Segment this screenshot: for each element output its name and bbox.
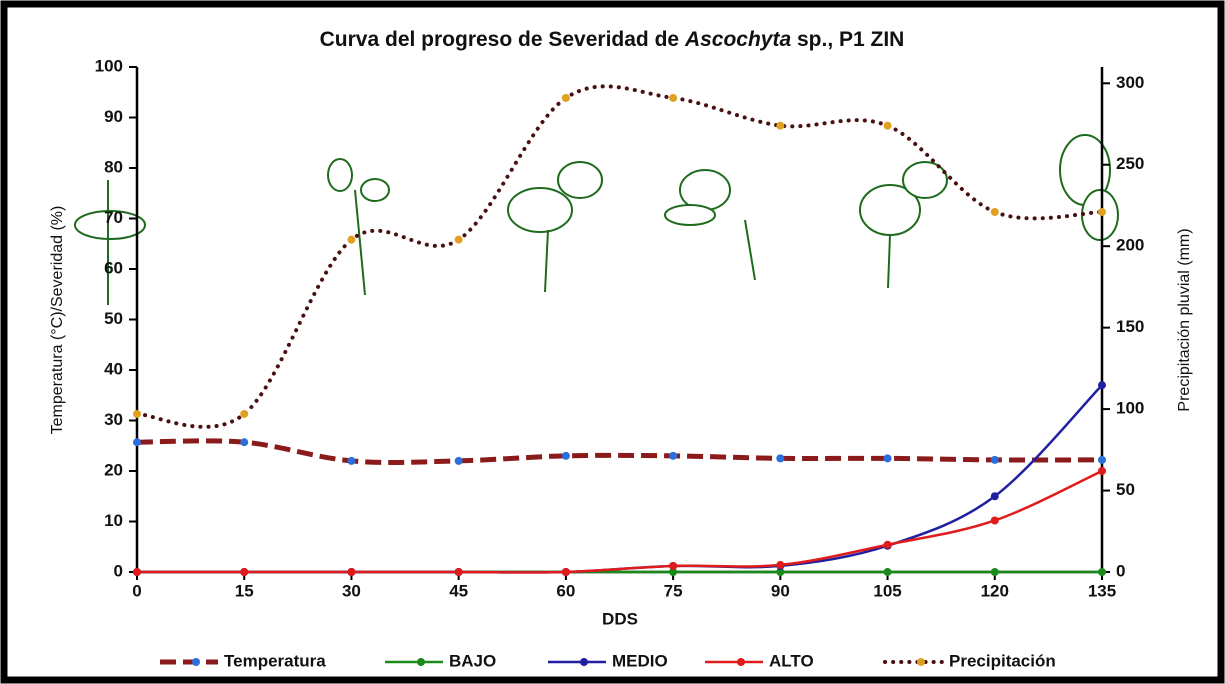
data-point xyxy=(1098,207,1106,216)
data-point xyxy=(990,207,999,216)
legend-label: Temperatura xyxy=(224,651,326,670)
chart-title: Curva del progreso de Severidad de Ascoc… xyxy=(320,28,905,51)
x-tick-label: 0 xyxy=(132,581,141,600)
title-italic: Ascochyta xyxy=(684,28,792,51)
data-point xyxy=(454,568,463,576)
x-tick-label: 75 xyxy=(664,581,683,600)
data-point xyxy=(454,456,463,465)
y-tick-label: 70 xyxy=(104,208,123,227)
y-tick-label: 60 xyxy=(104,258,123,277)
title-part: Curva del progreso de Severidad de xyxy=(320,28,685,51)
data-point xyxy=(776,454,785,463)
x-tick-label: 90 xyxy=(771,581,790,600)
data-point xyxy=(883,454,892,463)
x-tick-label: 105 xyxy=(873,581,901,600)
legend-marker xyxy=(192,658,200,666)
data-point xyxy=(1098,455,1106,464)
data-point xyxy=(990,568,999,576)
data-point xyxy=(669,561,678,570)
y-tick-label: 90 xyxy=(104,107,123,126)
y-tick-label: 20 xyxy=(104,460,123,479)
x-tick-label: 30 xyxy=(342,581,361,600)
series-line xyxy=(135,84,1104,429)
y-tick-label: 30 xyxy=(104,410,123,429)
data-point xyxy=(561,568,570,576)
y2-tick-label: 250 xyxy=(1116,154,1144,173)
y-tick-label: 10 xyxy=(104,511,123,530)
legend-marker xyxy=(580,658,588,666)
y2-tick-label: 0 xyxy=(1116,561,1125,580)
data-point xyxy=(347,456,356,465)
legend-marker xyxy=(737,658,745,666)
legend-label: Precipitación xyxy=(949,651,1056,670)
y-tick-label: 50 xyxy=(104,309,123,328)
y-tick-label: 100 xyxy=(95,56,123,75)
data-point xyxy=(240,438,249,447)
y2-tick-label: 300 xyxy=(1116,73,1144,92)
data-point xyxy=(133,409,141,418)
y-tick-label: 0 xyxy=(114,561,123,580)
data-point xyxy=(883,121,892,130)
data-point xyxy=(133,568,141,576)
x-axis-label: DDS xyxy=(602,609,638,628)
data-point xyxy=(776,560,785,569)
data-point xyxy=(776,568,785,576)
y2-axis-label: Precipitación pluvial (mm) xyxy=(1176,228,1193,411)
data-point xyxy=(454,235,463,244)
data-point xyxy=(347,568,356,576)
data-point xyxy=(990,492,999,501)
x-tick-label: 45 xyxy=(449,581,468,600)
data-point xyxy=(669,568,678,576)
y2-tick-label: 200 xyxy=(1116,236,1144,255)
data-point xyxy=(347,235,356,244)
x-tick-label: 120 xyxy=(981,581,1009,600)
data-point xyxy=(1098,568,1106,576)
x-tick-label: 60 xyxy=(556,581,575,600)
y2-tick-label: 50 xyxy=(1116,480,1135,499)
data-point xyxy=(240,568,249,576)
title-part: sp., P1 ZIN xyxy=(791,28,904,51)
x-tick-label: 15 xyxy=(235,581,254,600)
data-point xyxy=(1098,467,1106,475)
data-point xyxy=(561,451,570,460)
y-axis-label: Temperatura (°C)/Severidad (%) xyxy=(49,206,66,435)
data-point xyxy=(669,451,678,460)
y-tick-label: 80 xyxy=(104,157,123,176)
legend-label: BAJO xyxy=(449,651,496,670)
data-point xyxy=(883,568,892,576)
x-tick-label: 135 xyxy=(1088,581,1116,600)
legend-label: MEDIO xyxy=(612,651,668,670)
data-point xyxy=(776,121,785,130)
series-line xyxy=(136,438,1103,465)
data-point xyxy=(990,455,999,464)
plant-drawings xyxy=(74,134,1119,305)
data-point xyxy=(990,516,999,525)
data-point xyxy=(561,93,570,102)
data-point xyxy=(133,438,141,447)
data-point xyxy=(883,540,892,549)
legend-marker xyxy=(917,658,925,666)
legend-label: ALTO xyxy=(769,651,814,670)
data-point xyxy=(240,409,249,418)
y2-tick-label: 150 xyxy=(1116,317,1144,336)
legend-marker xyxy=(417,658,425,666)
data-point xyxy=(1098,381,1106,390)
data-point xyxy=(669,93,678,102)
y-tick-label: 40 xyxy=(104,359,123,378)
series-line xyxy=(136,469,1103,574)
y2-tick-label: 100 xyxy=(1116,399,1144,418)
